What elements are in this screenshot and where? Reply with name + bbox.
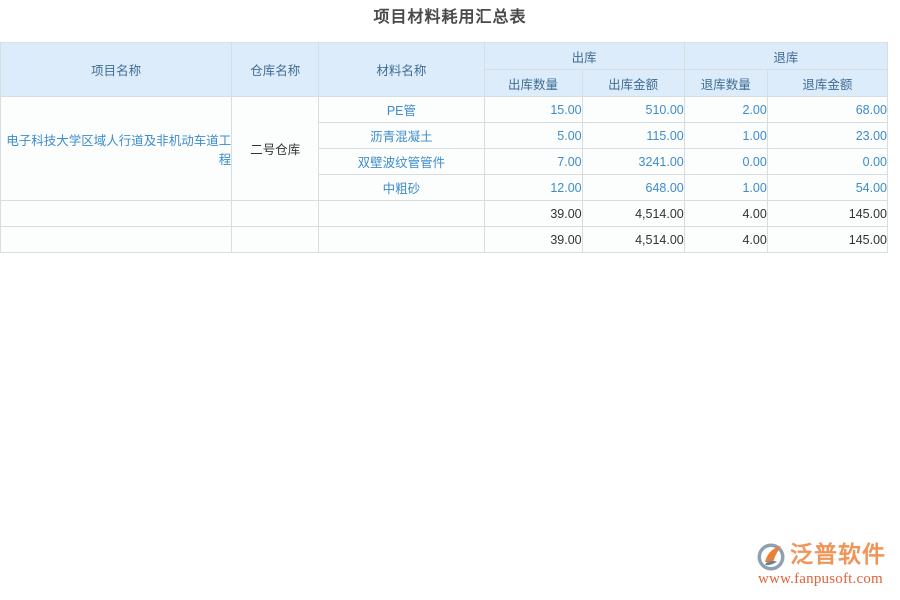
cell-subtotal-out-amount: 4,514.00 xyxy=(581,200,685,227)
table-header: 项目名称 仓库名称 材料名称 出库 退库 出库数量 出库金额 退库数量 退库金额 xyxy=(0,42,889,97)
grandtotal-row: 39.00 4,514.00 4.00 145.00 xyxy=(0,226,889,253)
subtotal-row: 39.00 4,514.00 4.00 145.00 xyxy=(0,200,889,227)
cell-grandtotal-out-qty: 39.00 xyxy=(483,226,583,253)
cell-return-qty: 2.00 xyxy=(683,96,768,123)
cell-return-amount: 23.00 xyxy=(766,122,889,149)
column-header-return-qty[interactable]: 退库数量 xyxy=(683,69,768,97)
cell-grandtotal-project xyxy=(0,226,233,253)
cell-subtotal-warehouse xyxy=(231,200,320,227)
header-row-groups: 项目名称 仓库名称 材料名称 出库 退库 xyxy=(0,42,889,97)
cell-out-amount: 648.00 xyxy=(581,174,685,201)
cell-grandtotal-return-amount: 145.00 xyxy=(766,226,889,253)
group-header-outbound: 出库 xyxy=(483,42,685,70)
cell-out-qty: 15.00 xyxy=(483,96,583,123)
cell-out-qty: 12.00 xyxy=(483,174,583,201)
column-header-project[interactable]: 项目名称 xyxy=(0,42,233,97)
cell-material-name[interactable]: 双壁波纹管管件 xyxy=(318,148,485,175)
cell-return-amount: 68.00 xyxy=(766,96,889,123)
table-row[interactable]: 电子科技大学区域人行道及非机动车道工程 二号仓库 PE管 15.00 510.0… xyxy=(0,96,889,201)
cell-subtotal-material xyxy=(318,200,485,227)
cell-project-name[interactable]: 电子科技大学区域人行道及非机动车道工程 xyxy=(0,96,233,201)
table-body: 电子科技大学区域人行道及非机动车道工程 二号仓库 PE管 15.00 510.0… xyxy=(0,96,889,253)
cell-return-amount: 54.00 xyxy=(766,174,889,201)
table-row[interactable]: 双壁波纹管管件 7.00 3241.00 0.00 0.00 xyxy=(1,148,889,175)
column-header-out-amount[interactable]: 出库金额 xyxy=(581,69,685,97)
cell-material-name[interactable]: 中粗砂 xyxy=(318,174,485,201)
cell-return-qty: 1.00 xyxy=(683,122,768,149)
cell-subtotal-return-amount: 145.00 xyxy=(766,200,889,227)
cell-grandtotal-material xyxy=(318,226,485,253)
cell-warehouse-name[interactable]: 二号仓库 xyxy=(231,96,320,201)
cell-out-amount: 510.00 xyxy=(581,96,685,123)
cell-material-name[interactable]: 沥青混凝土 xyxy=(318,122,485,149)
cell-out-qty: 7.00 xyxy=(483,148,583,175)
cell-grandtotal-return-qty: 4.00 xyxy=(683,226,768,253)
cell-out-amount: 3241.00 xyxy=(581,148,685,175)
cell-grandtotal-warehouse xyxy=(231,226,320,253)
table-row[interactable]: 沥青混凝土 5.00 115.00 1.00 23.00 xyxy=(1,122,889,149)
column-header-out-qty[interactable]: 出库数量 xyxy=(483,69,583,97)
cell-subtotal-out-qty: 39.00 xyxy=(483,200,583,227)
cell-return-qty: 0.00 xyxy=(683,148,768,175)
brand-name: 泛普软件 xyxy=(790,542,886,568)
cell-out-amount: 115.00 xyxy=(581,122,685,149)
page-title: 项目材料耗用汇总表 xyxy=(373,9,527,26)
report-table-container: 项目名称 仓库名称 材料名称 出库 退库 出库数量 出库金额 退库数量 退库金额… xyxy=(0,42,889,253)
cell-out-qty: 5.00 xyxy=(483,122,583,149)
cell-return-amount: 0.00 xyxy=(766,148,889,175)
fanpu-logo-icon xyxy=(756,542,786,572)
cell-subtotal-return-qty: 4.00 xyxy=(683,200,768,227)
cell-subtotal-project xyxy=(0,200,233,227)
column-header-return-amount[interactable]: 退库金额 xyxy=(766,69,889,97)
watermark-logo: 泛普软件 www.fanpusoft.com xyxy=(756,540,888,592)
cell-material-name[interactable]: PE管 xyxy=(318,96,485,123)
cell-grandtotal-out-amount: 4,514.00 xyxy=(581,226,685,253)
material-consumption-table: 项目名称 仓库名称 材料名称 出库 退库 出库数量 出库金额 退库数量 退库金额… xyxy=(0,42,889,253)
brand-url: www.fanpusoft.com xyxy=(758,571,883,587)
column-header-material[interactable]: 材料名称 xyxy=(318,42,485,97)
cell-return-qty: 1.00 xyxy=(683,174,768,201)
column-header-warehouse[interactable]: 仓库名称 xyxy=(231,42,320,97)
group-header-return: 退库 xyxy=(683,42,889,70)
header-row-columns: 出库数量 出库金额 退库数量 退库金额 xyxy=(1,69,889,97)
table-row[interactable]: 中粗砂 12.00 648.00 1.00 54.00 xyxy=(1,174,889,201)
